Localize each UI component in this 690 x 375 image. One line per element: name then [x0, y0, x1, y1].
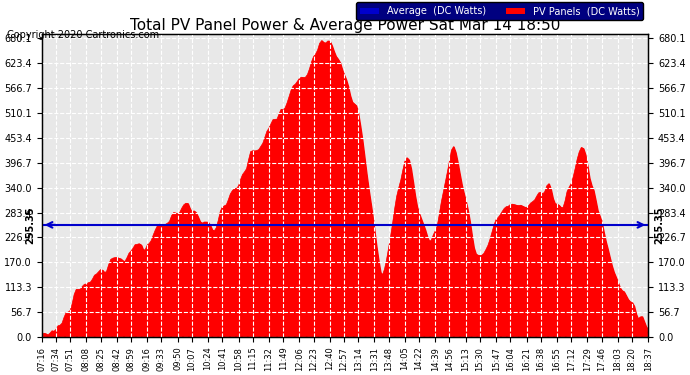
Text: 255.35: 255.35	[654, 206, 664, 244]
Text: 255.35: 255.35	[26, 206, 36, 244]
Title: Total PV Panel Power & Average Power Sat Mar 14 18:50: Total PV Panel Power & Average Power Sat…	[130, 18, 560, 33]
Legend: Average  (DC Watts), PV Panels  (DC Watts): Average (DC Watts), PV Panels (DC Watts)	[356, 3, 643, 20]
Text: Copyright 2020 Cartronics.com: Copyright 2020 Cartronics.com	[7, 30, 159, 40]
